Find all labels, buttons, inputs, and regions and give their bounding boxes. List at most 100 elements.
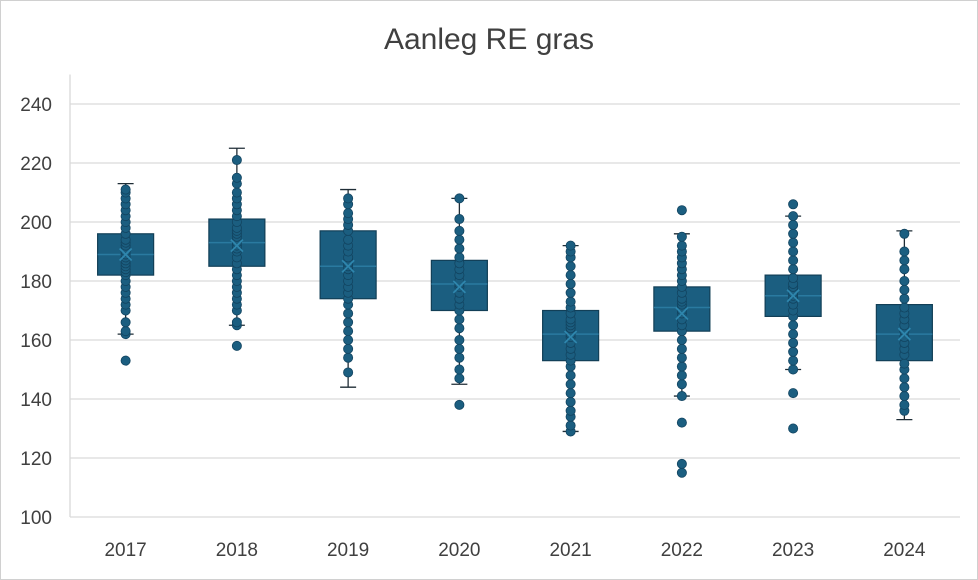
chart-title: Aanleg RE gras [384, 23, 594, 56]
data-point [565, 379, 576, 390]
data-point [343, 334, 354, 345]
data-point [788, 423, 799, 434]
data-point [788, 320, 799, 331]
mean-marker [341, 259, 355, 273]
gridlines [69, 74, 960, 518]
data-point [788, 211, 799, 222]
data-point [454, 243, 465, 254]
data-point [899, 275, 910, 286]
data-point [788, 228, 799, 239]
data-point [788, 329, 799, 340]
data-point [788, 237, 799, 248]
data-point [676, 231, 687, 242]
y-tick-label: 220 [20, 154, 52, 175]
y-tick-label: 200 [20, 213, 52, 234]
data-point [343, 367, 354, 378]
mean-marker [452, 280, 467, 294]
data-point [899, 373, 910, 384]
data-point [676, 391, 687, 402]
data-point [565, 278, 576, 289]
data-point [565, 405, 576, 416]
data-point [343, 308, 354, 319]
mean-marker [897, 327, 912, 341]
data-point [454, 214, 465, 225]
data-point [899, 284, 910, 295]
box-2021 [542, 240, 600, 437]
data-point [120, 317, 131, 328]
y-tick-label: 140 [20, 390, 52, 411]
plot-area [97, 147, 933, 478]
data-point [343, 326, 354, 337]
data-point [231, 155, 242, 166]
box-2023 [764, 199, 822, 434]
mean-marker [786, 289, 800, 303]
data-point [231, 340, 242, 351]
data-point [454, 252, 465, 263]
data-point [565, 296, 576, 307]
box-2022 [653, 205, 711, 478]
x-tick-label: 2019 [327, 540, 369, 561]
data-point [343, 317, 354, 328]
y-axis-ticks: 100 120 140 160 180 200 220 240 [20, 95, 52, 529]
data-point [231, 187, 242, 198]
data-point [343, 343, 354, 354]
data-point [899, 358, 910, 369]
data-point [676, 361, 687, 372]
data-point [231, 172, 242, 183]
data-point [231, 317, 242, 328]
data-point [788, 346, 799, 357]
mean-marker [118, 247, 133, 262]
data-point [788, 219, 799, 230]
y-tick-label: 240 [20, 95, 52, 116]
data-point [454, 225, 465, 236]
data-point [676, 370, 687, 381]
data-point [676, 467, 687, 478]
data-point [454, 343, 465, 354]
mean-marker [675, 306, 689, 321]
data-point [676, 334, 687, 345]
data-point [454, 334, 465, 345]
data-point [565, 240, 576, 251]
box-2020 [430, 193, 488, 410]
data-point [565, 287, 576, 298]
y-tick-label: 120 [20, 449, 52, 470]
x-tick-label: 2023 [772, 540, 814, 561]
data-point [788, 246, 799, 257]
data-point [120, 355, 131, 366]
box-2024 [875, 228, 933, 421]
x-tick-label: 2021 [549, 540, 591, 561]
data-point [899, 302, 910, 313]
data-point [565, 388, 576, 399]
data-point [565, 270, 576, 281]
x-tick-label: 2018 [216, 540, 258, 561]
data-point [676, 240, 687, 251]
data-point [565, 370, 576, 381]
data-point [788, 273, 799, 284]
data-point [676, 458, 687, 469]
data-point [788, 364, 799, 375]
y-tick-label: 100 [20, 508, 52, 529]
x-axis-ticks: 2017 2018 2019 2020 2021 2022 2023 2024 [104, 540, 925, 561]
data-point [676, 205, 687, 216]
data-point [676, 343, 687, 354]
data-point [120, 184, 131, 195]
data-point [899, 264, 910, 275]
data-point [454, 399, 465, 410]
data-point [899, 228, 910, 239]
mean-marker [563, 330, 578, 344]
data-point [899, 293, 910, 304]
data-point [788, 355, 799, 366]
x-tick-label: 2022 [661, 540, 703, 561]
y-tick-label: 160 [20, 331, 52, 352]
data-point [454, 364, 465, 375]
data-point [565, 396, 576, 407]
data-point [899, 255, 910, 266]
data-point [676, 417, 687, 428]
data-point [899, 399, 910, 410]
data-point [343, 234, 354, 245]
data-point [676, 352, 687, 363]
data-point [454, 352, 465, 363]
box-2019 [319, 188, 377, 388]
data-point [343, 193, 354, 204]
